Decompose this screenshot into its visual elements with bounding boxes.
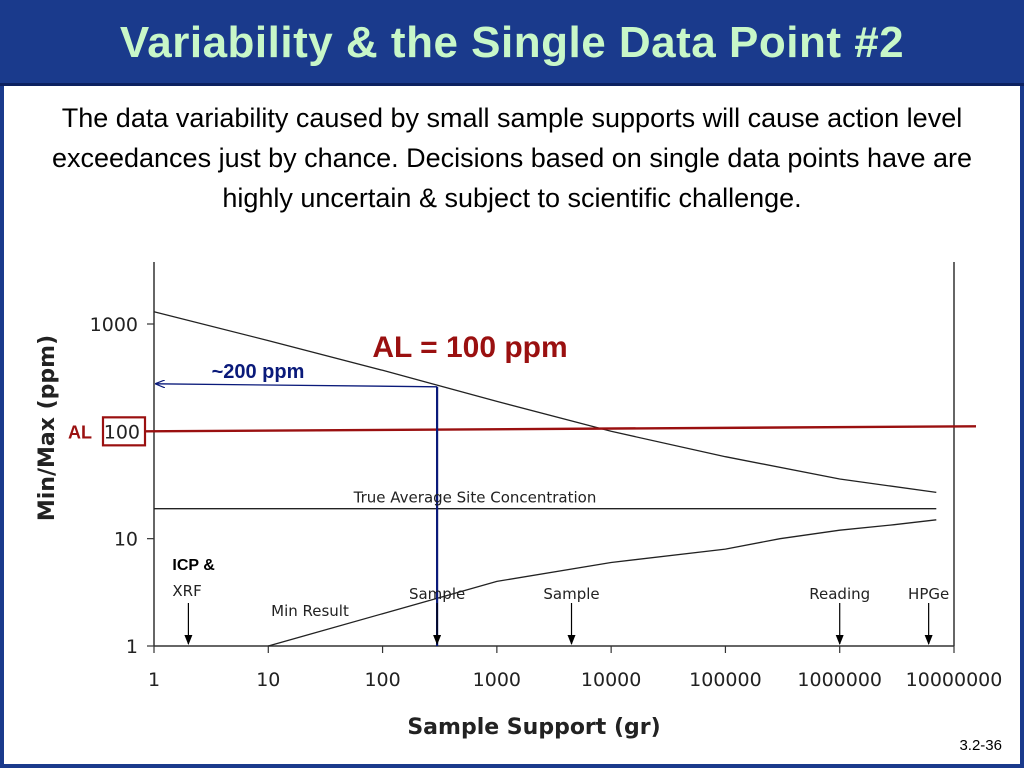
y-tick-label: 1	[126, 636, 138, 658]
series-line-2	[268, 519, 937, 647]
series-label: True Average Site Concentration	[353, 489, 597, 507]
action-level-title: AL = 100 ppm	[372, 331, 567, 364]
annotation-label-5: HPGe	[908, 585, 949, 603]
annotation-sublabel-1: XRF	[172, 582, 201, 600]
slide-body-text: The data variability caused by small sam…	[51, 103, 973, 213]
min-result-label: Min Result	[271, 602, 349, 620]
y-tick-label: 10	[114, 529, 138, 551]
annotation-label-2: Sample	[409, 585, 465, 603]
x-tick-label: 100000	[689, 669, 762, 691]
chart-series-layer	[153, 311, 937, 647]
x-tick-label: 100	[364, 669, 400, 691]
x-tick-label: 10000	[581, 669, 641, 691]
action-level-box	[101, 416, 147, 447]
action-level-line	[145, 425, 977, 433]
y-tick-label: 1000	[90, 314, 138, 336]
chart-overlay: 100 AL AL = 100 ppm ~200 ppm	[68, 331, 977, 646]
annotation-label-3: Sample	[543, 585, 599, 603]
series-line-1	[153, 311, 937, 494]
y-axis-title: Min/Max (ppm)	[35, 335, 60, 521]
action-level-axis-label: AL	[68, 422, 92, 442]
slide-title: Variability & the Single Data Point #2	[119, 18, 905, 67]
annotation-label-4: Reading	[809, 585, 870, 603]
page-number: 3.2-36	[959, 737, 1002, 754]
callout-horizontal-arrow	[156, 384, 438, 387]
x-axis-title: Sample Support (gr)	[407, 715, 660, 740]
chart-axes: 1 10 100 1000 10000 100000 1000000 100000001101…	[35, 262, 1002, 740]
x-tick-label: 1000000	[797, 669, 882, 691]
x-tick-label: 1	[148, 669, 160, 691]
callout-label: ~200 ppm	[212, 361, 305, 383]
action-level-tick-label: 100	[104, 421, 140, 443]
annotation-label-1: ICP &	[172, 557, 215, 574]
chart-labels: True Average Site Concentration ICP & XRF S…	[172, 489, 949, 645]
title-bar: Variability & the Single Data Point #2	[0, 0, 1024, 86]
x-tick-label: 1000	[473, 669, 521, 691]
x-tick-label: 10	[256, 669, 280, 691]
x-tick-label: 10000000	[906, 669, 1003, 691]
